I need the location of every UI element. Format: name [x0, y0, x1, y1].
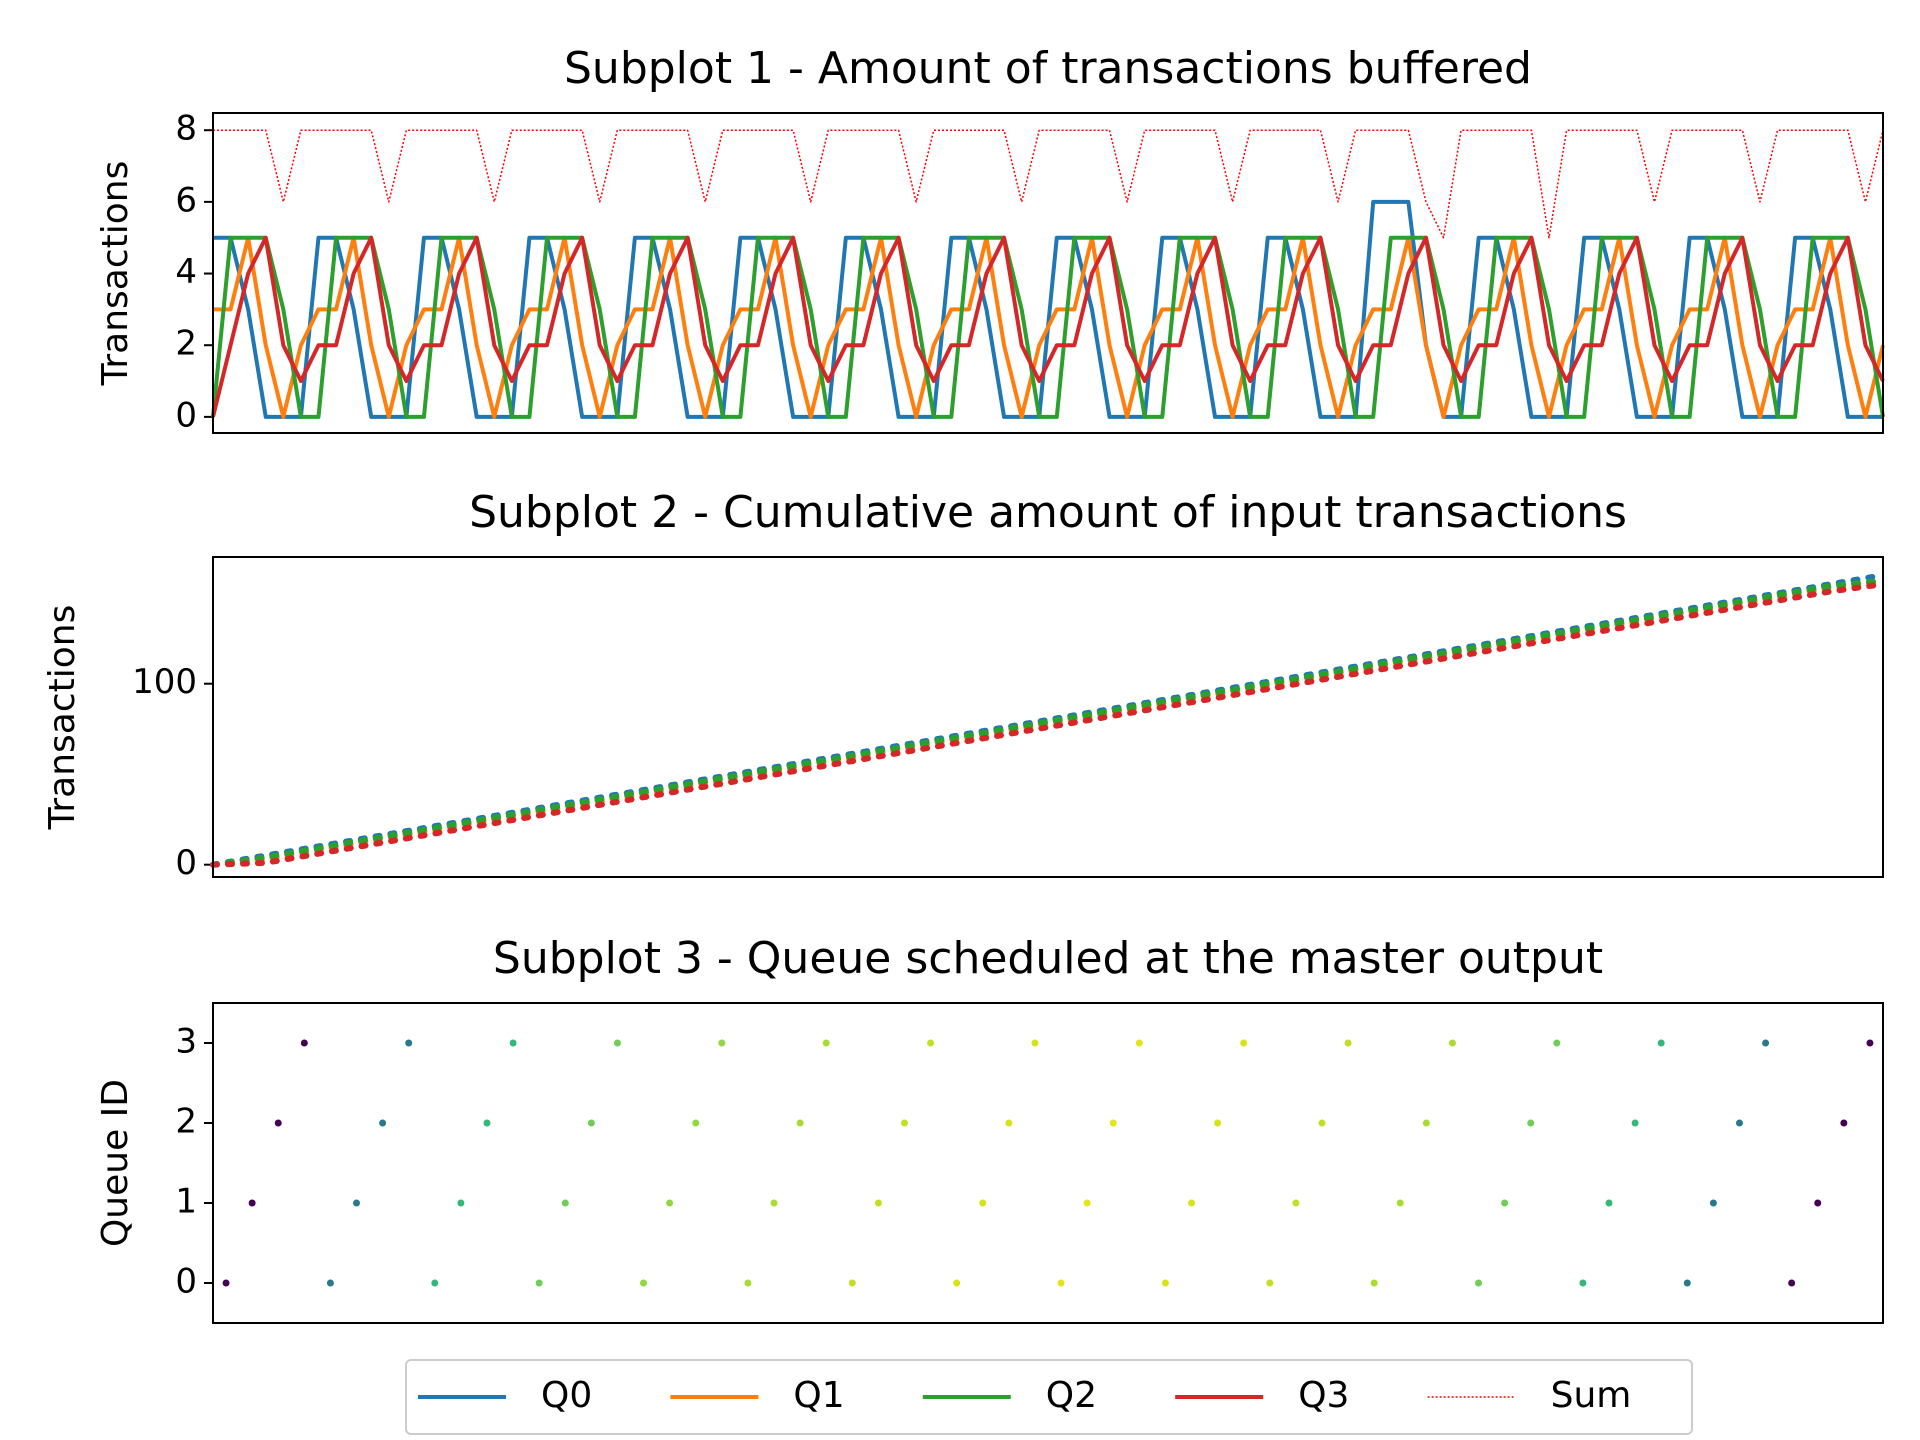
point: [1527, 1119, 1535, 1127]
point: [405, 1039, 413, 1047]
point: [1318, 1119, 1326, 1127]
series-line: [213, 129, 1884, 239]
y-axis-label: Transactions: [42, 605, 83, 831]
point: [744, 1279, 752, 1287]
point: [666, 1199, 674, 1207]
point: [1553, 1039, 1561, 1047]
point: [431, 1279, 439, 1287]
point: [1840, 1119, 1848, 1127]
point: [1188, 1199, 1196, 1207]
point: [1161, 1279, 1169, 1287]
point: [692, 1119, 700, 1127]
y-tick-label: 100: [132, 662, 197, 702]
point: [1866, 1039, 1874, 1047]
series-line: [211, 235, 1885, 418]
y-tick-label: 0: [175, 395, 197, 435]
subplot-title: Subplot 2 - Cumulative amount of input t…: [469, 487, 1627, 538]
point: [1005, 1119, 1013, 1127]
legend-label: Q1: [793, 1375, 844, 1416]
y-tick-label: 3: [175, 1022, 197, 1062]
series-line: [210, 577, 1886, 868]
point: [640, 1279, 648, 1287]
series-line: [210, 581, 1886, 868]
y-tick-label: 0: [175, 843, 197, 883]
point: [300, 1039, 308, 1047]
point: [1683, 1279, 1691, 1287]
y-tick-label: 2: [175, 324, 197, 364]
point: [379, 1119, 387, 1127]
point: [848, 1279, 856, 1287]
point: [509, 1039, 517, 1047]
y-tick-label: 6: [175, 180, 197, 220]
point: [1214, 1119, 1222, 1127]
point: [1605, 1199, 1613, 1207]
point: [900, 1119, 908, 1127]
point: [1135, 1039, 1143, 1047]
point: [874, 1199, 882, 1207]
point: [248, 1199, 256, 1207]
axes-frame: [212, 1002, 1884, 1324]
point: [535, 1279, 543, 1287]
point: [274, 1119, 282, 1127]
point: [222, 1279, 230, 1287]
point: [953, 1279, 961, 1287]
point: [1788, 1279, 1796, 1287]
y-tick-label: 8: [175, 109, 197, 149]
point: [1448, 1039, 1456, 1047]
point: [1579, 1279, 1587, 1287]
point: [587, 1119, 595, 1127]
point: [1240, 1039, 1248, 1047]
series-line: [213, 235, 1885, 419]
point: [1109, 1119, 1117, 1127]
point: [770, 1199, 778, 1207]
y-tick-label: 0: [175, 1262, 197, 1302]
point: [1501, 1199, 1509, 1207]
point: [1657, 1039, 1665, 1047]
subplot-title: Subplot 1 - Amount of transactions buffe…: [564, 43, 1532, 94]
point: [1814, 1199, 1822, 1207]
point: [353, 1199, 361, 1207]
point: [1370, 1279, 1378, 1287]
legend-label: Q0: [541, 1375, 592, 1416]
point: [927, 1039, 935, 1047]
axes-frame: [212, 112, 1884, 434]
point: [483, 1119, 491, 1127]
point: [1762, 1039, 1770, 1047]
y-tick-label: 4: [175, 252, 197, 292]
point: [822, 1039, 830, 1047]
axes-frame: [212, 556, 1884, 878]
point: [1475, 1279, 1483, 1287]
point: [1292, 1199, 1300, 1207]
point: [1396, 1199, 1404, 1207]
point: [979, 1199, 987, 1207]
point: [1631, 1119, 1639, 1127]
point: [718, 1039, 726, 1047]
point: [1057, 1279, 1065, 1287]
point: [1422, 1119, 1430, 1127]
point: [613, 1039, 621, 1047]
point: [1031, 1039, 1039, 1047]
y-axis-label: Queue ID: [95, 1079, 136, 1247]
y-axis-label: Transactions: [95, 161, 136, 387]
point: [1735, 1119, 1743, 1127]
legend-label: Sum: [1551, 1375, 1632, 1416]
series-line: [211, 235, 1885, 419]
point: [561, 1199, 569, 1207]
legend-box: [405, 1359, 1693, 1435]
point: [326, 1279, 334, 1287]
point: [457, 1199, 465, 1207]
y-tick-label: 2: [175, 1102, 197, 1142]
legend-label: Q3: [1298, 1375, 1349, 1416]
subplot-title: Subplot 3 - Queue scheduled at the maste…: [493, 933, 1603, 984]
point: [1083, 1199, 1091, 1207]
y-tick-label: 1: [175, 1182, 197, 1222]
legend-label: Q2: [1046, 1375, 1097, 1416]
point: [1266, 1279, 1274, 1287]
point: [1344, 1039, 1352, 1047]
point: [796, 1119, 804, 1127]
point: [1709, 1199, 1717, 1207]
